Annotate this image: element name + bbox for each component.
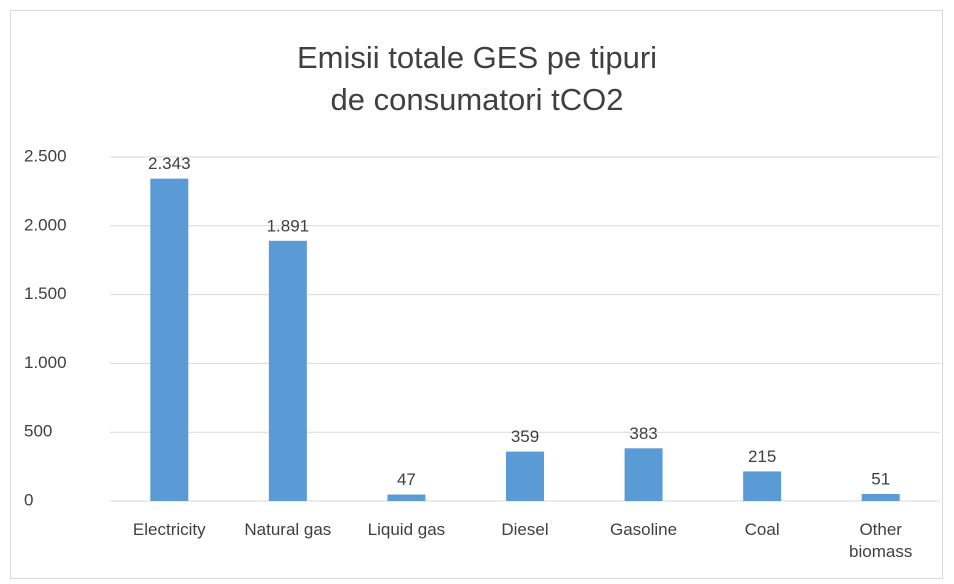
y-tick-label: 1.500 — [24, 284, 67, 303]
x-tick-label: Other biomass — [849, 520, 913, 561]
x-tick-label: Coal — [744, 520, 780, 539]
bar — [268, 240, 307, 501]
bar — [506, 451, 544, 501]
x-tick-label: Liquid gas — [367, 520, 446, 539]
x-tick-label: Electricity — [132, 520, 206, 539]
data-label: 215 — [748, 447, 776, 466]
bar — [743, 471, 782, 501]
x-tick-label: Natural gas — [244, 520, 332, 539]
chart-title: Emisii totale GES pe tipuri — [296, 40, 658, 75]
y-tick-label: 500 — [24, 422, 52, 441]
y-tick-label: 1.000 — [24, 353, 67, 372]
data-label: 383 — [629, 424, 657, 443]
x-tick-label: Diesel — [501, 520, 549, 539]
x-tick-label: Gasoline — [610, 520, 678, 539]
data-label: 2.343 — [148, 154, 191, 173]
data-label: 1.891 — [267, 216, 310, 235]
bar — [150, 178, 189, 501]
chart-title: de consumatori tCO2 — [330, 82, 624, 117]
y-tick-label: 0 — [24, 490, 33, 509]
data-label: 51 — [871, 469, 890, 488]
data-label: 47 — [397, 470, 416, 489]
bar — [387, 494, 426, 501]
data-label: 359 — [511, 427, 539, 446]
y-tick-label: 2.500 — [24, 146, 67, 165]
bar — [624, 448, 663, 501]
bar — [861, 493, 900, 501]
y-tick-label: 2.000 — [24, 215, 67, 234]
